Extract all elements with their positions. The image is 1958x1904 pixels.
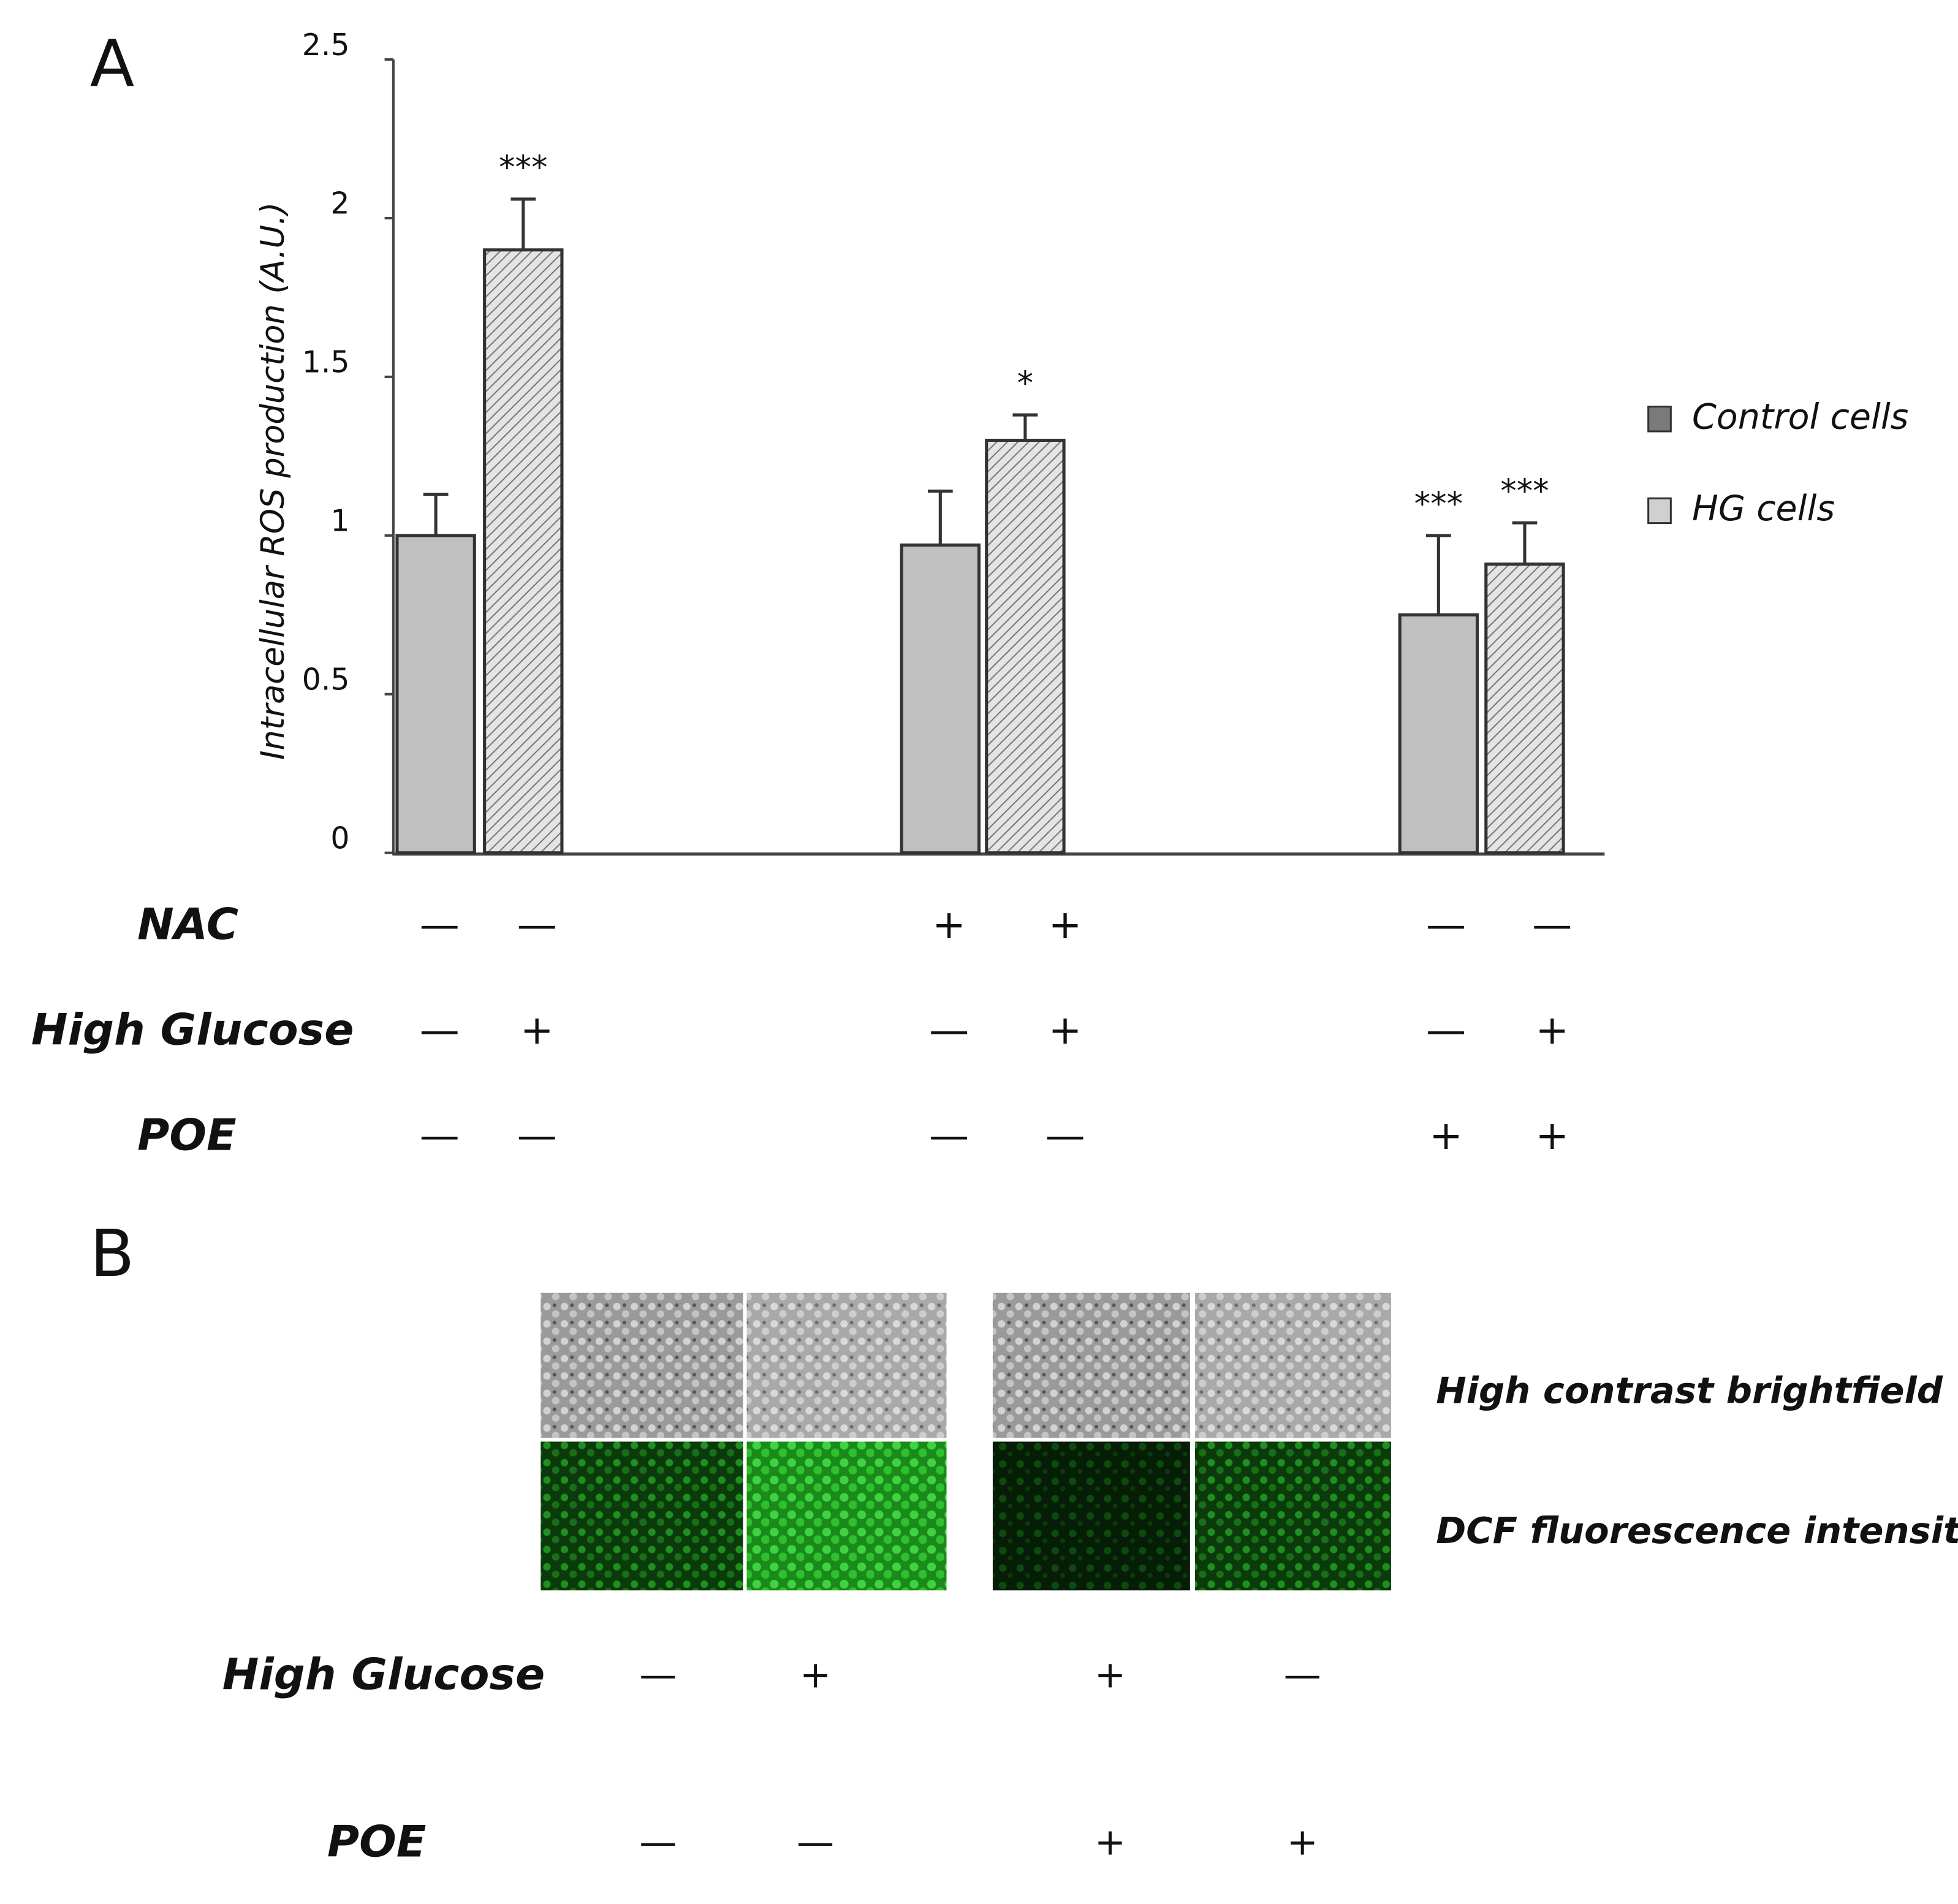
brightfield-image	[746, 1292, 947, 1438]
treatment-sign: +	[800, 1653, 831, 1697]
treatment-sign: +	[1535, 1113, 1569, 1159]
bar	[1398, 613, 1479, 855]
significance-label: ***	[1414, 485, 1463, 523]
treatment-sign: +	[1429, 1113, 1463, 1159]
significance-label: *	[1017, 365, 1033, 402]
treatment-label: High Glucose	[222, 1649, 545, 1700]
significance-label: ***	[1500, 472, 1549, 510]
treatment-sign: —	[420, 1113, 460, 1159]
fluorescence-image	[541, 1441, 743, 1591]
bar	[900, 543, 981, 855]
brightfield-image	[541, 1292, 743, 1438]
treatment-sign: —	[1426, 902, 1466, 948]
treatment-sign: —	[1284, 1653, 1321, 1697]
treatment-sign: —	[517, 1113, 557, 1159]
treatment-sign: +	[932, 902, 966, 948]
treatment-sign: +	[520, 1007, 554, 1053]
panel-label: A	[90, 26, 134, 101]
fluorescence-image	[746, 1441, 947, 1591]
treatment-label: NAC	[137, 899, 238, 950]
y-axis-label: Intracellular ROS production (A.U.)	[254, 202, 292, 760]
micrographs	[541, 1292, 1391, 1591]
treatment-sign: +	[1287, 1821, 1318, 1864]
treatment-sign: +	[1049, 902, 1082, 948]
brightfield-image	[1195, 1292, 1391, 1438]
treatment-sign: +	[1095, 1653, 1126, 1697]
bar	[1484, 562, 1565, 855]
y-tick-label: 0	[330, 822, 349, 856]
fluorescence-image	[1195, 1441, 1391, 1591]
treatment-sign: —	[1045, 1113, 1085, 1159]
treatment-sign: —	[420, 1007, 460, 1053]
legend-swatch	[1647, 497, 1672, 525]
y-tick-label: 1	[330, 504, 349, 539]
brightfield-image	[992, 1292, 1190, 1438]
treatment-sign: —	[929, 1007, 969, 1053]
y-tick-label: 2	[330, 187, 349, 221]
treatment-sign: —	[639, 1821, 677, 1864]
treatment-sign: —	[517, 902, 557, 948]
row-label: High contrast brightfield	[1436, 1370, 1943, 1412]
legend-swatch	[1647, 405, 1672, 433]
row-label: DCF fluorescence intensity	[1436, 1509, 1958, 1552]
fluorescence-image	[992, 1441, 1190, 1591]
bar	[985, 438, 1066, 855]
treatment-sign: +	[1049, 1007, 1082, 1053]
treatment-sign: +	[1535, 1007, 1569, 1053]
treatment-sign: —	[929, 1113, 969, 1159]
y-tick-label: 2.5	[302, 28, 350, 63]
treatment-label: POE	[327, 1816, 427, 1867]
treatment-label: High Glucose	[31, 1004, 354, 1055]
bar	[483, 248, 564, 855]
treatment-sign: +	[1095, 1821, 1126, 1864]
treatment-sign: —	[1426, 1007, 1466, 1053]
treatment-sign: —	[797, 1821, 834, 1864]
legend-label: Control cells	[1692, 396, 1908, 437]
y-tick-label: 1.5	[302, 346, 350, 380]
significance-label: ***	[499, 149, 547, 186]
treatment-sign: —	[420, 902, 460, 948]
treatment-sign: —	[639, 1653, 677, 1697]
bar	[395, 534, 476, 855]
treatment-label: POE	[137, 1110, 237, 1161]
legend-label: HG cells	[1692, 488, 1835, 529]
treatment-sign: —	[1532, 902, 1572, 948]
y-tick-label: 0.5	[302, 663, 350, 697]
panel-label: B	[90, 1216, 135, 1291]
